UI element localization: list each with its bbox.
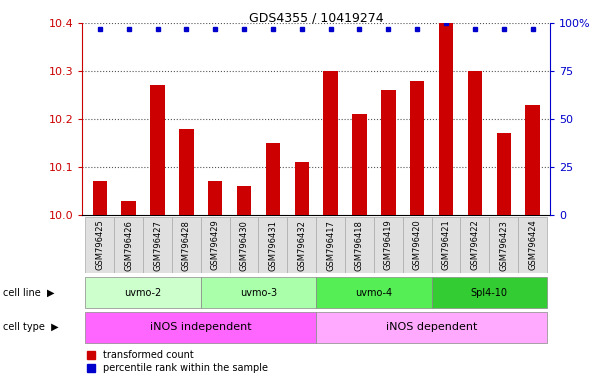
Text: cell type  ▶: cell type ▶ (3, 322, 59, 333)
Bar (122, 201, 136, 215)
Bar (201, 217, 230, 273)
Bar (208, 182, 222, 215)
Text: uvmo-4: uvmo-4 (356, 288, 392, 298)
Bar (467, 71, 482, 215)
Bar (179, 129, 194, 215)
Bar (201, 277, 316, 308)
Bar (431, 277, 547, 308)
Bar (403, 217, 431, 273)
Text: GSM796418: GSM796418 (355, 220, 364, 271)
Bar (410, 81, 425, 215)
Legend: transformed count, percentile rank within the sample: transformed count, percentile rank withi… (87, 351, 268, 373)
Text: Spl4-10: Spl4-10 (471, 288, 508, 298)
Bar (345, 217, 374, 273)
Text: GSM796427: GSM796427 (153, 220, 162, 271)
Text: GSM796419: GSM796419 (384, 220, 393, 270)
Bar (323, 71, 338, 215)
Text: GSM796424: GSM796424 (528, 220, 537, 270)
Text: GSM796423: GSM796423 (499, 220, 508, 271)
Text: GSM796430: GSM796430 (240, 220, 249, 271)
Bar (150, 86, 165, 215)
Bar (93, 182, 107, 215)
Bar (287, 217, 316, 273)
Text: iNOS independent: iNOS independent (150, 322, 252, 333)
Bar (86, 277, 201, 308)
Bar (518, 217, 547, 273)
Text: GSM796425: GSM796425 (95, 220, 104, 270)
Text: GSM796420: GSM796420 (412, 220, 422, 270)
Bar (461, 217, 489, 273)
Bar (86, 312, 316, 343)
Text: uvmo-3: uvmo-3 (240, 288, 277, 298)
Text: GDS4355 / 10419274: GDS4355 / 10419274 (249, 12, 384, 25)
Bar (353, 114, 367, 215)
Bar (374, 217, 403, 273)
Text: GSM796417: GSM796417 (326, 220, 335, 271)
Bar (114, 217, 143, 273)
Bar (431, 217, 461, 273)
Text: uvmo-2: uvmo-2 (125, 288, 162, 298)
Text: GSM796421: GSM796421 (442, 220, 450, 270)
Text: GSM796426: GSM796426 (124, 220, 133, 271)
Bar (316, 277, 431, 308)
Bar (230, 217, 258, 273)
Text: iNOS dependent: iNOS dependent (386, 322, 477, 333)
Text: GSM796432: GSM796432 (298, 220, 306, 271)
Bar (525, 105, 540, 215)
Bar (258, 217, 287, 273)
Bar (439, 23, 453, 215)
Bar (316, 312, 547, 343)
Bar (86, 217, 114, 273)
Text: GSM796429: GSM796429 (211, 220, 220, 270)
Text: cell line  ▶: cell line ▶ (3, 288, 54, 298)
Text: GSM796431: GSM796431 (268, 220, 277, 271)
Bar (295, 162, 309, 215)
Bar (489, 217, 518, 273)
Bar (381, 90, 395, 215)
Text: GSM796422: GSM796422 (470, 220, 480, 270)
Text: GSM796428: GSM796428 (182, 220, 191, 271)
Bar (497, 134, 511, 215)
Bar (172, 217, 201, 273)
Bar (143, 217, 172, 273)
Bar (316, 217, 345, 273)
Bar (237, 186, 251, 215)
Bar (266, 143, 280, 215)
